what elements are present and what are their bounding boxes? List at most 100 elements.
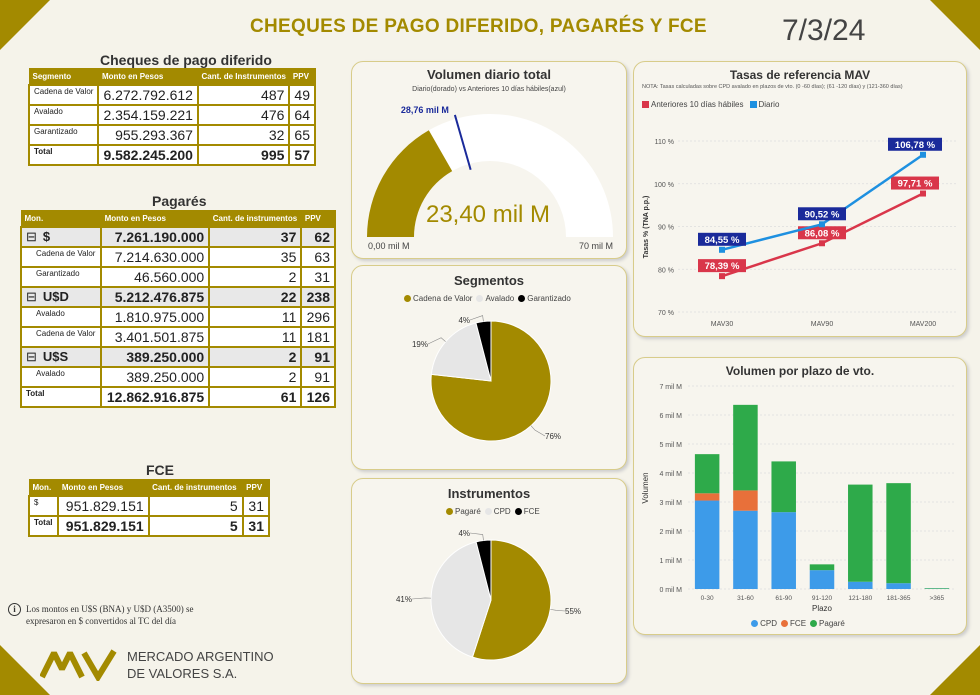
tasas-legend: Anteriores 10 días hábiles Diario	[642, 100, 785, 109]
segment-cell: Avalado	[19, 306, 103, 328]
data-label: 90,52 %	[805, 209, 840, 220]
pagares-table: Mon. Monto en Pesos Cant. de instrumentos P…	[19, 210, 336, 408]
pie-slice	[475, 539, 492, 601]
data-point	[719, 273, 725, 280]
y-axis-label: Volumen	[641, 472, 650, 503]
footnote: i Los montos en U$S (BNA) y U$D (A3500) s…	[8, 603, 226, 627]
plazo-legend: CPD FCE Pagaré	[634, 619, 966, 628]
value-cell: 11	[208, 306, 303, 328]
collapse-icon[interactable]: ⊟	[26, 289, 37, 304]
data-label: 84,55 %	[705, 235, 740, 246]
plazo-bar-chart: 7 mil M 6 mil M 5 mil M 4 mil M 3 mil M 2 mil…	[641, 384, 956, 613]
y-tick-label: 2 mil M	[659, 529, 682, 536]
table-row: Avalado 2.354.159.221 476 64	[27, 104, 316, 126]
tasas-line-chart: 110 % 100 % 90 % 80 % 70 % MAV30 MAV90 MAV200 Ta…	[643, 137, 956, 328]
volumen-diario-card: Volumen diario total Diario(dorado) vs A…	[351, 61, 627, 259]
table-row: Garantizado 46.560.000 2 31	[19, 266, 336, 288]
legend-dot	[518, 295, 526, 303]
x-tick-label: MAV90	[811, 321, 834, 328]
value-cell: 91	[300, 366, 336, 388]
cheques-title: Cheques de pago diferido	[100, 52, 272, 68]
legend-item: Anteriores 10 días hábiles	[642, 100, 744, 109]
value-cell: 476	[196, 104, 291, 126]
value-cell: 46.560.000	[100, 266, 211, 288]
instrumentos-title: Instrumentos	[447, 486, 531, 501]
group-row[interactable]: ⊟ U$D 5.212.476.875 22 238	[19, 286, 336, 308]
legend-item: Avalado	[476, 294, 514, 303]
value-cell: 951.829.151	[57, 495, 150, 517]
total-row: Total 9.582.245.200 995 57	[27, 144, 316, 166]
tasas-title: Tasas de referencia MAV	[729, 68, 871, 82]
value-cell: 1.810.975.000	[100, 306, 211, 328]
y-axis-label: Tasas % (TNA p.p.)	[643, 196, 650, 259]
bar-segment	[886, 483, 911, 584]
corner-decoration	[930, 645, 980, 695]
y-tick-label: 6 mil M	[659, 413, 682, 420]
gauge-target-label: 28,76 mil M	[401, 105, 449, 115]
corner-decoration	[930, 0, 980, 50]
collapse-icon[interactable]: ⊟	[26, 349, 37, 364]
legend-dot	[751, 620, 759, 628]
table-row: Avalado 1.810.975.000 11 296	[19, 306, 336, 328]
data-label-bg	[888, 137, 942, 151]
x-tick-label: >365	[930, 595, 945, 602]
total-cell: 995	[196, 144, 291, 166]
column-header: PPV	[242, 479, 270, 497]
value-cell: 181	[300, 326, 336, 348]
legend-item: FCE	[514, 507, 540, 516]
bar-segment	[694, 493, 720, 501]
segment-cell: Cadena de Valor	[27, 84, 100, 106]
total-cell: 61	[208, 386, 303, 408]
bar-segment	[809, 564, 835, 571]
data-label: 106,78 %	[895, 140, 936, 151]
table-row: Garantizado 955.293.367 32 65	[27, 124, 316, 146]
pie-label: 4%	[458, 316, 470, 325]
group-value: 22	[208, 286, 303, 308]
y-tick-label: 7 mil M	[659, 384, 682, 391]
instrumentos-card: Instrumentos Pagaré CPD FCE 55% 41% 4%	[351, 478, 627, 684]
bar-segment	[771, 512, 796, 589]
group-value: 62	[300, 226, 336, 248]
legend-dot	[476, 295, 484, 303]
value-cell: 32	[196, 124, 291, 146]
legend-dot	[446, 508, 453, 516]
column-header: Cant. de instrumentos	[148, 479, 244, 497]
table-row: $951.829.151 5 31	[27, 495, 271, 517]
value-cell: 389.250.000	[100, 366, 211, 388]
data-point	[719, 246, 725, 253]
data-label-bg	[891, 176, 939, 190]
corner-decoration	[0, 0, 50, 50]
segmentos-legend: Cadena de Valor Avalado Garantizado	[404, 294, 575, 303]
bar-segment	[694, 500, 720, 589]
value-cell: 49	[288, 84, 316, 106]
y-tick-label: 70 %	[658, 310, 674, 317]
currency-cell: $	[27, 495, 60, 517]
bar-segment	[771, 461, 796, 513]
data-label: 86,08 %	[805, 228, 840, 239]
column-header: Monto en Pesos	[97, 68, 199, 86]
data-label-bg	[698, 259, 746, 273]
page-title: CHEQUES DE PAGO DIFERIDO, PAGARÉS Y FCE	[250, 16, 707, 37]
cheques-table: Segmento Monto en Pesos Cant. de Instrumen…	[27, 68, 316, 166]
column-header: Monto en Pesos	[100, 210, 210, 228]
data-point	[819, 221, 825, 228]
group-value: 5.212.476.875	[100, 286, 211, 308]
group-value: 37	[208, 226, 303, 248]
gauge-min: 0,00 mil M	[368, 241, 410, 251]
data-label: 78,39 %	[705, 261, 740, 272]
value-cell: 65	[288, 124, 316, 146]
group-value: 238	[300, 286, 336, 308]
value-cell: 7.214.630.000	[100, 246, 211, 268]
group-row[interactable]: ⊟ U$S 389.250.000 2 91	[19, 346, 336, 368]
group-row[interactable]: ⊟ $7.261.190.000 37 62	[19, 226, 336, 248]
column-header: PPV	[288, 68, 316, 86]
pie-slice	[471, 539, 552, 661]
bar-segment	[694, 454, 720, 494]
y-tick-label: 100 %	[654, 182, 674, 189]
logo-text: MERCADO ARGENTINO DE VALORES S.A.	[127, 649, 274, 681]
pie-label: 4%	[458, 529, 470, 538]
segment-cell: Cadena de Valor	[19, 246, 103, 268]
collapse-icon[interactable]: ⊟	[26, 229, 37, 244]
bar-segment	[733, 404, 758, 491]
total-cell: 9.582.245.200	[97, 144, 199, 166]
